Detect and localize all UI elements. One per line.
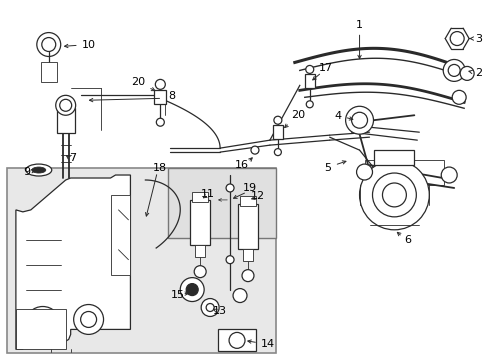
Text: 19: 19: [243, 183, 257, 193]
Circle shape: [229, 332, 245, 348]
Circle shape: [242, 270, 254, 282]
Bar: [57, 108, 74, 133]
Text: 4: 4: [334, 111, 341, 121]
Circle shape: [206, 303, 214, 311]
Circle shape: [233, 289, 247, 302]
Bar: [195, 245, 205, 257]
Circle shape: [180, 278, 204, 302]
Circle shape: [60, 99, 72, 111]
Circle shape: [450, 32, 464, 45]
Circle shape: [201, 298, 219, 316]
Circle shape: [274, 116, 282, 124]
Circle shape: [352, 112, 368, 128]
Bar: [218, 329, 256, 351]
Circle shape: [251, 146, 259, 154]
Bar: [238, 204, 258, 249]
Text: 20: 20: [285, 110, 305, 127]
Text: 8: 8: [169, 91, 176, 101]
Text: 3: 3: [470, 33, 483, 44]
Bar: [240, 196, 256, 206]
Bar: [7, 168, 276, 353]
Circle shape: [186, 284, 198, 296]
Circle shape: [42, 37, 56, 51]
Circle shape: [194, 266, 206, 278]
Text: 13: 13: [213, 306, 227, 316]
Bar: [154, 90, 166, 104]
Text: 7: 7: [69, 153, 76, 163]
Bar: [365, 160, 444, 185]
Circle shape: [81, 311, 97, 328]
Text: 9: 9: [24, 167, 36, 177]
Text: 12: 12: [251, 191, 265, 201]
Circle shape: [452, 90, 466, 104]
Text: 15: 15: [172, 289, 185, 300]
Bar: [41, 62, 57, 82]
Text: 20: 20: [131, 77, 155, 91]
Bar: [190, 200, 210, 245]
Bar: [192, 192, 208, 202]
Circle shape: [33, 315, 53, 334]
Text: 17: 17: [318, 63, 333, 73]
Text: 2: 2: [469, 68, 483, 78]
Circle shape: [443, 59, 465, 81]
Circle shape: [274, 149, 281, 156]
Bar: [111, 195, 130, 275]
Circle shape: [155, 80, 165, 89]
Bar: [168, 168, 276, 238]
Polygon shape: [16, 175, 130, 349]
Circle shape: [357, 164, 372, 180]
Text: 16: 16: [235, 160, 249, 170]
Ellipse shape: [32, 167, 46, 173]
Bar: [305, 75, 315, 88]
Text: 11: 11: [201, 189, 215, 199]
Circle shape: [441, 167, 457, 183]
Bar: [243, 249, 253, 261]
Text: 5: 5: [324, 163, 331, 173]
Bar: [273, 125, 283, 139]
Bar: [16, 310, 66, 349]
Circle shape: [372, 173, 416, 217]
Circle shape: [156, 118, 164, 126]
Circle shape: [460, 67, 474, 80]
Circle shape: [383, 183, 406, 207]
Circle shape: [37, 32, 61, 57]
Circle shape: [56, 95, 75, 115]
Circle shape: [448, 64, 460, 76]
Text: 18: 18: [153, 163, 168, 173]
Ellipse shape: [26, 164, 52, 176]
Circle shape: [306, 101, 313, 108]
Bar: [374, 150, 415, 165]
Text: 10: 10: [65, 40, 96, 50]
Circle shape: [345, 106, 373, 134]
Circle shape: [226, 184, 234, 192]
Circle shape: [25, 306, 61, 342]
Text: 1: 1: [356, 19, 363, 59]
Text: 14: 14: [248, 339, 275, 349]
Circle shape: [74, 305, 103, 334]
Circle shape: [306, 66, 314, 73]
Circle shape: [360, 160, 429, 230]
Text: 6: 6: [404, 235, 411, 245]
Circle shape: [226, 256, 234, 264]
